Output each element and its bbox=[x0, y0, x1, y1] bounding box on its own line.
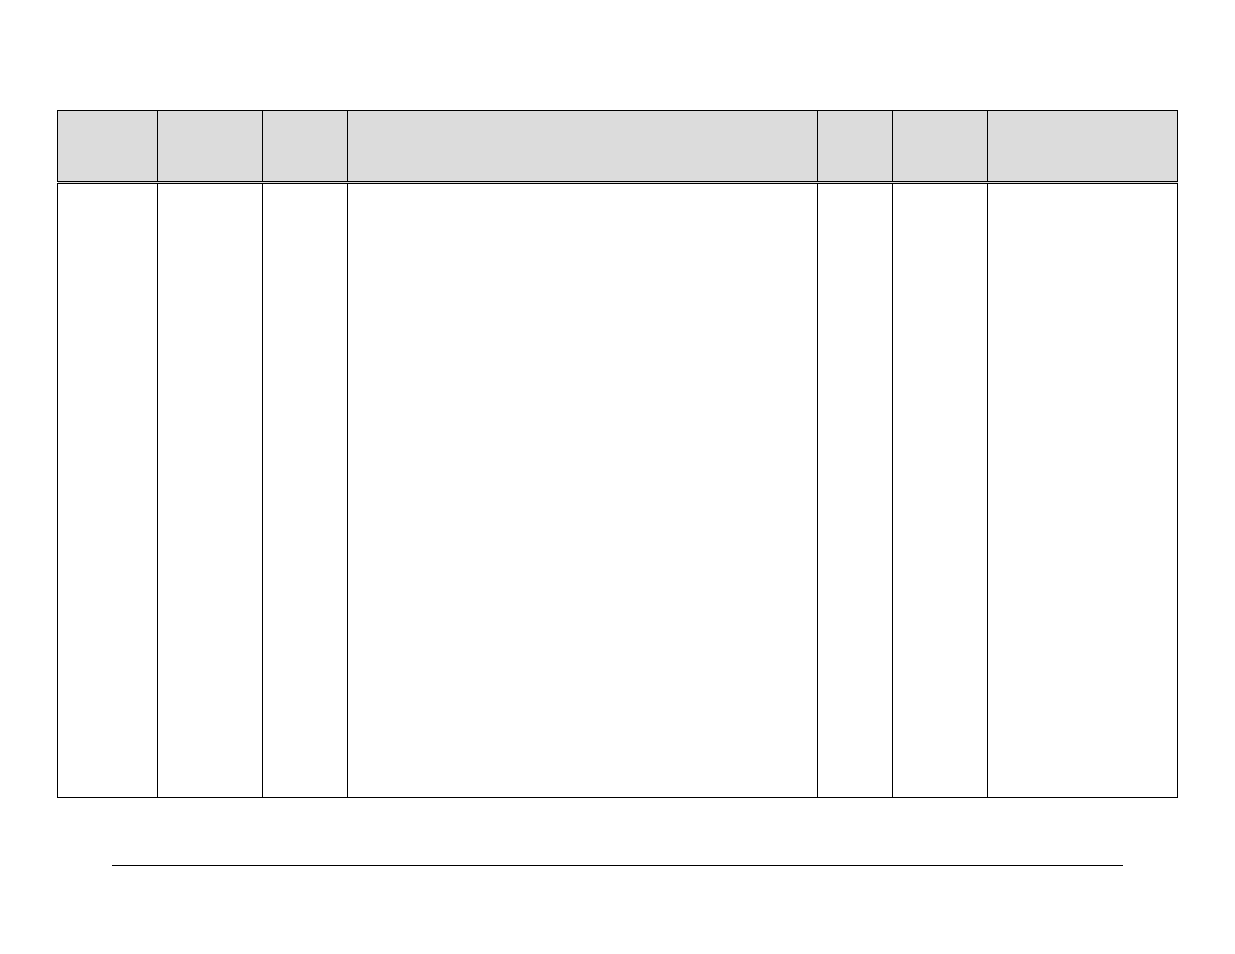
main-table bbox=[57, 110, 1178, 798]
table-header-cell bbox=[263, 111, 348, 183]
table-header-cell bbox=[348, 111, 818, 183]
table-cell bbox=[818, 183, 893, 798]
table-header-cell bbox=[158, 111, 263, 183]
table-header-cell bbox=[58, 111, 158, 183]
table-cell bbox=[263, 183, 348, 798]
table-header-cell bbox=[988, 111, 1178, 183]
page bbox=[0, 0, 1235, 954]
footer-rule bbox=[112, 865, 1123, 866]
table-header-cell bbox=[818, 111, 893, 183]
table-cell bbox=[58, 183, 158, 798]
table-header-row bbox=[58, 111, 1178, 183]
table-cell bbox=[348, 183, 818, 798]
table-header-cell bbox=[893, 111, 988, 183]
table-cell bbox=[988, 183, 1178, 798]
table-row bbox=[58, 183, 1178, 798]
table-cell bbox=[893, 183, 988, 798]
table-cell bbox=[158, 183, 263, 798]
